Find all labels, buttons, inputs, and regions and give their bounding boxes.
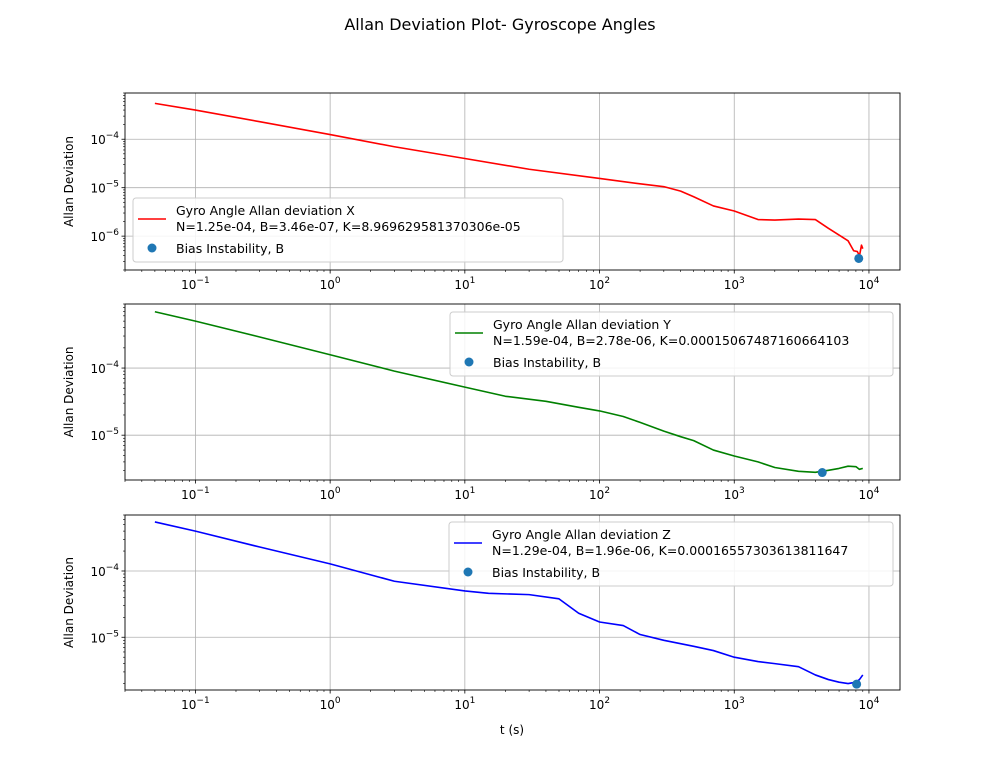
y-axis-label: Allan Deviation [62, 557, 76, 648]
y-tick-label: 10−5 [90, 427, 119, 443]
legend-bias-name: Bias Instability, B [493, 355, 601, 370]
legend-point-swatch [464, 357, 474, 367]
allan-deviation-line [154, 521, 864, 685]
x-tick-label: 10−1 [181, 486, 210, 502]
y-tick-label: 10−5 [90, 629, 119, 645]
subplots: 10−1 100 101 102 103 104 10−6 10−5 10−4 Allan Dev… [62, 92, 901, 712]
bias-instability-point [852, 679, 862, 689]
bias-instability-point [854, 253, 864, 263]
legend-series-params: N=1.25e-04, B=3.46e-07, K=8.969629581370… [176, 219, 521, 234]
bias-instability-point [817, 468, 827, 478]
x-tick-label: 101 [454, 276, 475, 292]
legend-box [448, 521, 894, 587]
subplot-1: 10−1 100 101 102 103 104 10−6 10−5 10−4 Allan Dev… [62, 92, 901, 292]
axes-frame [124, 92, 901, 271]
y-tick-label: 10−6 [90, 228, 119, 244]
y-tick-label: 10−5 [90, 180, 119, 196]
x-tick-label: 104 [858, 696, 879, 712]
allan-deviation-line [154, 310, 864, 474]
legend-box [449, 311, 894, 377]
x-tick-label: 103 [724, 696, 745, 712]
x-tick-label: 101 [454, 696, 475, 712]
legend: Gyro Angle Allan deviation YN=1.59e-04, … [449, 311, 894, 377]
legend-point-swatch [147, 243, 157, 253]
legend-series-name: Gyro Angle Allan deviation X [176, 203, 355, 218]
y-axis-label: Allan Deviation [62, 136, 76, 227]
y-tick-label: 10−4 [90, 563, 119, 579]
x-tick-label: 100 [320, 486, 341, 502]
legend-series-params: N=1.29e-04, B=1.96e-06, K=0.000165573036… [492, 543, 848, 558]
x-tick-label: 101 [454, 486, 475, 502]
x-tick-label: 102 [589, 486, 610, 502]
legend-series-name: Gyro Angle Allan deviation Z [492, 527, 671, 542]
allan-deviation-line [154, 102, 864, 257]
legend-point-swatch [463, 567, 473, 577]
legend-box [132, 197, 564, 263]
subplot-3: 10−1 100 101 102 103 104 10−5 10−4 Allan Deviati… [62, 514, 901, 712]
x-tick-label: 102 [589, 276, 610, 292]
y-tick-label: 10−4 [90, 131, 119, 147]
legend-bias-name: Bias Instability, B [492, 565, 600, 580]
x-tick-label: 10−1 [181, 696, 210, 712]
x-tick-label: 103 [724, 276, 745, 292]
plot-area [154, 310, 864, 474]
x-tick-label: 100 [320, 696, 341, 712]
legend-bias-name: Bias Instability, B [176, 241, 284, 256]
x-tick-label: 103 [724, 486, 745, 502]
legend-series-name: Gyro Angle Allan deviation Y [493, 317, 671, 332]
legend-series-params: N=1.59e-04, B=2.78e-06, K=0.000150674871… [493, 333, 849, 348]
legend: Gyro Angle Allan deviation XN=1.25e-04, … [132, 197, 564, 263]
subplot-2: 10−1 100 101 102 103 104 10−5 10−4 Allan Deviati… [62, 303, 901, 502]
axes-frame [124, 303, 901, 481]
x-axis-label: t (s) [500, 723, 524, 737]
plot-area [154, 521, 864, 685]
x-tick-label: 102 [589, 696, 610, 712]
x-tick-label: 104 [858, 276, 879, 292]
x-tick-label: 10−1 [181, 276, 210, 292]
y-tick-label: 10−4 [90, 360, 119, 376]
plot-area [154, 102, 864, 257]
figure-title: Allan Deviation Plot- Gyroscope Angles [344, 15, 655, 34]
legend: Gyro Angle Allan deviation ZN=1.29e-04, … [448, 521, 894, 587]
x-tick-label: 100 [320, 276, 341, 292]
x-tick-label: 104 [858, 486, 879, 502]
y-axis-label: Allan Deviation [62, 346, 76, 437]
axes-frame [124, 514, 901, 691]
